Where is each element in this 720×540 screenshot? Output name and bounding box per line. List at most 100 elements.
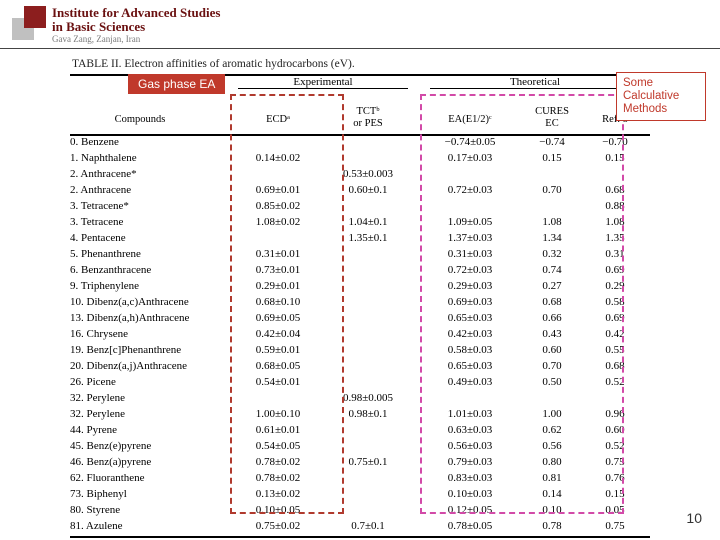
cell-cures: 0.62 (522, 424, 582, 436)
cell-ref: 0.58 (590, 296, 640, 308)
cell-ea: 0.58±0.03 (430, 344, 510, 356)
cell-cures: 0.32 (522, 248, 582, 260)
table-row: 20. Dibenz(a,j)Anthracene 0.68±0.05 0.65±0… (70, 360, 650, 376)
cell-ecd: 0.78±0.02 (238, 456, 318, 468)
cell-ecd: 0.13±0.02 (238, 488, 318, 500)
cell-name: 10. Dibenz(a,c)Anthracene (70, 296, 210, 308)
cell-ecd: 0.31±0.01 (238, 248, 318, 260)
cell-ea: 0.72±0.03 (430, 184, 510, 196)
table-row: 2. Anthracene0.69±0.010.60±0.10.72±0.030… (70, 184, 650, 200)
table-caption: TABLE II. Electron affinities of aromati… (72, 58, 650, 70)
cell-name: 20. Dibenz(a,j)Anthracene (70, 360, 210, 372)
col-tct: TCTᵇ or PES (328, 106, 408, 130)
cell-ea: 0.69±0.03 (430, 296, 510, 308)
cell-tct: 0.98±0.1 (328, 408, 408, 420)
cell-name: 81. Azulene (70, 520, 210, 532)
cell-name: 44. Pyrene (70, 424, 210, 436)
page-number: 10 (686, 510, 702, 526)
cell-ecd: 0.54±0.01 (238, 376, 318, 388)
cell-name: 26. Picene (70, 376, 210, 388)
cell-ref: 1.35 (590, 232, 640, 244)
cell-cures: 0.70 (522, 184, 582, 196)
cell-ea: 0.78±0.05 (430, 520, 510, 532)
cell-ecd: 0.14±0.02 (238, 152, 318, 164)
cell-cures: −0.74 (522, 136, 582, 148)
cell-ref: 0.05 (590, 504, 640, 516)
col-ea: EA(E1/2)ᶜ (430, 114, 510, 126)
cell-ea: 0.49±0.03 (430, 376, 510, 388)
cell-name: 13. Dibenz(a,h)Anthracene (70, 312, 210, 324)
cell-ref: 0.29 (590, 280, 640, 292)
cell-cures: 1.34 (522, 232, 582, 244)
table-row: 5. Phenanthrene0.31±0.010.31±0.030.320.3… (70, 248, 650, 264)
cell-name: 1. Naphthalene (70, 152, 210, 164)
cell-cures: 1.00 (522, 408, 582, 420)
table-row: 13. Dibenz(a,h)Anthracene0.69±0.050.65±0… (70, 312, 650, 328)
cell-ea: 0.42±0.03 (430, 328, 510, 340)
cell-name: 5. Phenanthrene (70, 248, 210, 260)
cell-ecd: 0.61±0.01 (238, 424, 318, 436)
cell-ea: 1.01±0.03 (430, 408, 510, 420)
table-subheader: Compounds ECDᵃ TCTᵇ or PES EA(E1/2)ᶜ CUR… (70, 106, 650, 134)
cell-name: 45. Benz(e)pyrene (70, 440, 210, 452)
cell-cures: 0.27 (522, 280, 582, 292)
table-row: 19. Benz[c]Phenanthrene0.59±0.010.58±0.0… (70, 344, 650, 360)
cell-name: 2. Anthracene* (70, 168, 210, 180)
table-row: 6. Benzanthracene0.73±0.010.72±0.030.740… (70, 264, 650, 280)
cell-ea: 1.09±0.05 (430, 216, 510, 228)
cell-tct: 1.04±0.1 (328, 216, 408, 228)
cell-ea: 0.12±0.05 (430, 504, 510, 516)
cell-ecd: 0.69±0.05 (238, 312, 318, 324)
table-row: 9. Triphenylene0.29±0.010.29±0.030.270.2… (70, 280, 650, 296)
table-body: 0. Benzene−0.74±0.05−0.74−0.701. Naphtha… (70, 136, 650, 536)
col-compounds: Compounds (70, 114, 210, 126)
cell-ref: 0.75 (590, 456, 640, 468)
institute-sub: Gava Zang, Zanjan, Iran (52, 34, 140, 44)
cell-ecd: 1.08±0.02 (238, 216, 318, 228)
table-row: 3. Tetracene*0.85±0.020.88 (70, 200, 650, 216)
cell-name: 3. Tetracene* (70, 200, 210, 212)
cell-ref: 0.75 (590, 520, 640, 532)
table-row: 32. Perylene0.98±0.005 (70, 392, 650, 408)
cell-tct: 0.75±0.1 (328, 456, 408, 468)
table: TABLE II. Electron affinities of aromati… (70, 58, 650, 538)
table-row: 80. Styrene0.10±0.050.12±0.050.100.05 (70, 504, 650, 520)
institute-name: Institute for Advanced Studies in Basic … (52, 6, 220, 34)
cell-tct: 0.7±0.1 (328, 520, 408, 532)
cell-cures: 0.78 (522, 520, 582, 532)
cell-cures: 0.15 (522, 152, 582, 164)
cell-ref: 0.69 (590, 312, 640, 324)
cell-cures: 0.14 (522, 488, 582, 500)
cell-ea: 0.17±0.03 (430, 152, 510, 164)
cell-ecd: 0.54±0.05 (238, 440, 318, 452)
table-row: 26. Picene0.54±0.010.49±0.030.500.52 (70, 376, 650, 392)
cell-ea: 0.31±0.03 (430, 248, 510, 260)
cell-tct: 0.98±0.005 (328, 392, 408, 404)
cell-ecd: 0.85±0.02 (238, 200, 318, 212)
col-cures: CURES EC (522, 106, 582, 130)
cell-name: 3. Tetracene (70, 216, 210, 228)
institute-line1: Institute for Advanced Studies (52, 5, 220, 20)
cell-ref: 0.68 (590, 360, 640, 372)
cell-name: 9. Triphenylene (70, 280, 210, 292)
cell-name: 2. Anthracene (70, 184, 210, 196)
cell-cures: 1.08 (522, 216, 582, 228)
slide: Institute for Advanced Studies in Basic … (0, 0, 720, 540)
table-row: 3. Tetracene 1.08±0.02 1.04±0.1 1.09±0.05 1.… (70, 216, 650, 232)
cell-ecd: 0.68±0.05 (238, 360, 318, 372)
cell-tct: 1.35±0.1 (328, 232, 408, 244)
table-row: 46. Benz(a)pyrene0.78±0.020.75±0.10.79±0… (70, 456, 650, 472)
cell-ref: 0.52 (590, 440, 640, 452)
header: Institute for Advanced Studies in Basic … (0, 0, 720, 52)
cell-name: 80. Styrene (70, 504, 210, 516)
annotation-calculative: Some Calculative Methods (616, 72, 706, 121)
cell-ref: 0.69 (590, 264, 640, 276)
cell-name: 73. Biphenyl (70, 488, 210, 500)
annotation-gasphase: Gas phase EA (128, 74, 225, 94)
table-row: 4. Pentacene1.35±0.11.37±0.031.341.35 (70, 232, 650, 248)
table-row: 32. Perylene1.00±0.100.98±0.11.01±0.031.… (70, 408, 650, 424)
cell-ea: 0.65±0.03 (430, 360, 510, 372)
cell-cures: 0.68 (522, 296, 582, 308)
cell-name: 62. Fluoranthene (70, 472, 210, 484)
cell-ecd: 0.59±0.01 (238, 344, 318, 356)
